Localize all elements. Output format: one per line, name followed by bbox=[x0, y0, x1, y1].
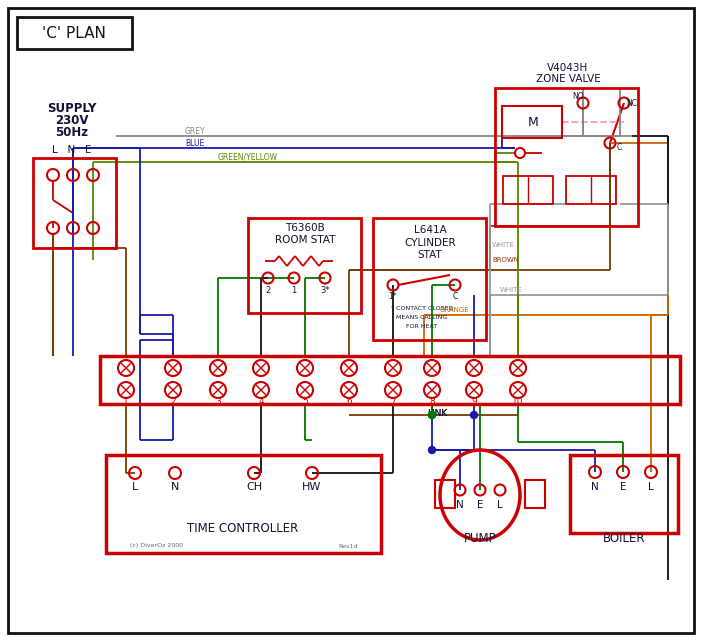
Text: V4043H: V4043H bbox=[548, 63, 588, 73]
Text: 5: 5 bbox=[302, 397, 308, 406]
Bar bbox=[100, 356, 680, 404]
Text: L: L bbox=[132, 482, 138, 492]
Text: E: E bbox=[620, 482, 626, 492]
Text: BLUE: BLUE bbox=[185, 138, 204, 147]
Text: 1: 1 bbox=[291, 285, 297, 294]
Bar bbox=[33, 158, 116, 248]
Text: BROWN: BROWN bbox=[492, 257, 519, 263]
Text: L: L bbox=[497, 500, 503, 510]
Text: TIME CONTROLLER: TIME CONTROLLER bbox=[187, 522, 298, 535]
Text: T6360B: T6360B bbox=[285, 223, 325, 233]
Text: M: M bbox=[528, 115, 538, 128]
Text: 1*: 1* bbox=[389, 292, 397, 301]
Text: LINK: LINK bbox=[427, 408, 447, 417]
Text: E: E bbox=[477, 500, 483, 510]
Bar bbox=[566, 176, 616, 204]
Text: NC: NC bbox=[626, 99, 637, 108]
Text: C: C bbox=[616, 142, 622, 151]
Text: N: N bbox=[171, 482, 179, 492]
Text: N: N bbox=[456, 500, 464, 510]
Text: 9: 9 bbox=[471, 397, 477, 406]
Text: Rev1d: Rev1d bbox=[338, 544, 357, 549]
Circle shape bbox=[428, 412, 435, 419]
Text: C: C bbox=[452, 292, 458, 301]
Text: 7: 7 bbox=[390, 397, 396, 406]
Text: N: N bbox=[591, 482, 599, 492]
Text: ORANGE: ORANGE bbox=[440, 307, 470, 313]
Text: MEANS CALLING: MEANS CALLING bbox=[397, 315, 448, 319]
Text: WHITE: WHITE bbox=[500, 287, 523, 293]
Text: 10: 10 bbox=[512, 397, 524, 406]
Text: GREEN/YELLOW: GREEN/YELLOW bbox=[218, 153, 278, 162]
Circle shape bbox=[428, 412, 435, 419]
Text: 50Hz: 50Hz bbox=[55, 126, 88, 138]
Text: 3: 3 bbox=[215, 397, 221, 406]
Bar bbox=[495, 88, 638, 226]
Text: ROOM STAT: ROOM STAT bbox=[274, 235, 336, 245]
Bar bbox=[106, 455, 381, 553]
Text: 'C' PLAN: 'C' PLAN bbox=[42, 26, 106, 40]
Text: GREY: GREY bbox=[185, 126, 206, 135]
Bar bbox=[503, 176, 553, 204]
Circle shape bbox=[428, 447, 435, 453]
Circle shape bbox=[470, 412, 477, 419]
Text: 2: 2 bbox=[170, 397, 176, 406]
Text: 2: 2 bbox=[265, 285, 271, 294]
Text: 4: 4 bbox=[258, 397, 264, 406]
Text: 1: 1 bbox=[123, 397, 129, 406]
Text: L: L bbox=[648, 482, 654, 492]
Text: HW: HW bbox=[303, 482, 322, 492]
Text: CYLINDER: CYLINDER bbox=[404, 238, 456, 248]
Text: NO: NO bbox=[572, 92, 584, 101]
Text: 230V: 230V bbox=[55, 113, 88, 126]
Text: LINK: LINK bbox=[427, 408, 447, 417]
Text: CH: CH bbox=[246, 482, 262, 492]
Text: STAT: STAT bbox=[418, 250, 442, 260]
Bar bbox=[17, 17, 132, 49]
Text: FOR HEAT: FOR HEAT bbox=[406, 324, 437, 328]
Bar bbox=[525, 480, 545, 508]
Text: 8: 8 bbox=[429, 397, 435, 406]
Text: L   N   E: L N E bbox=[52, 145, 92, 155]
Bar bbox=[248, 218, 361, 313]
Text: BOILER: BOILER bbox=[603, 531, 645, 544]
Text: L641A: L641A bbox=[413, 225, 446, 235]
Bar bbox=[502, 106, 562, 138]
Bar bbox=[373, 218, 486, 340]
Text: 6: 6 bbox=[346, 397, 352, 406]
Text: WHITE: WHITE bbox=[492, 242, 515, 248]
Text: PUMP: PUMP bbox=[464, 531, 496, 544]
Bar bbox=[435, 480, 455, 508]
Text: (c) DiverOz 2000: (c) DiverOz 2000 bbox=[130, 544, 183, 549]
Text: ZONE VALVE: ZONE VALVE bbox=[536, 74, 600, 84]
Bar bbox=[570, 455, 678, 533]
Text: * CONTACT CLOSED: * CONTACT CLOSED bbox=[391, 306, 453, 310]
Text: SUPPLY: SUPPLY bbox=[47, 101, 97, 115]
Text: 3*: 3* bbox=[320, 285, 330, 294]
